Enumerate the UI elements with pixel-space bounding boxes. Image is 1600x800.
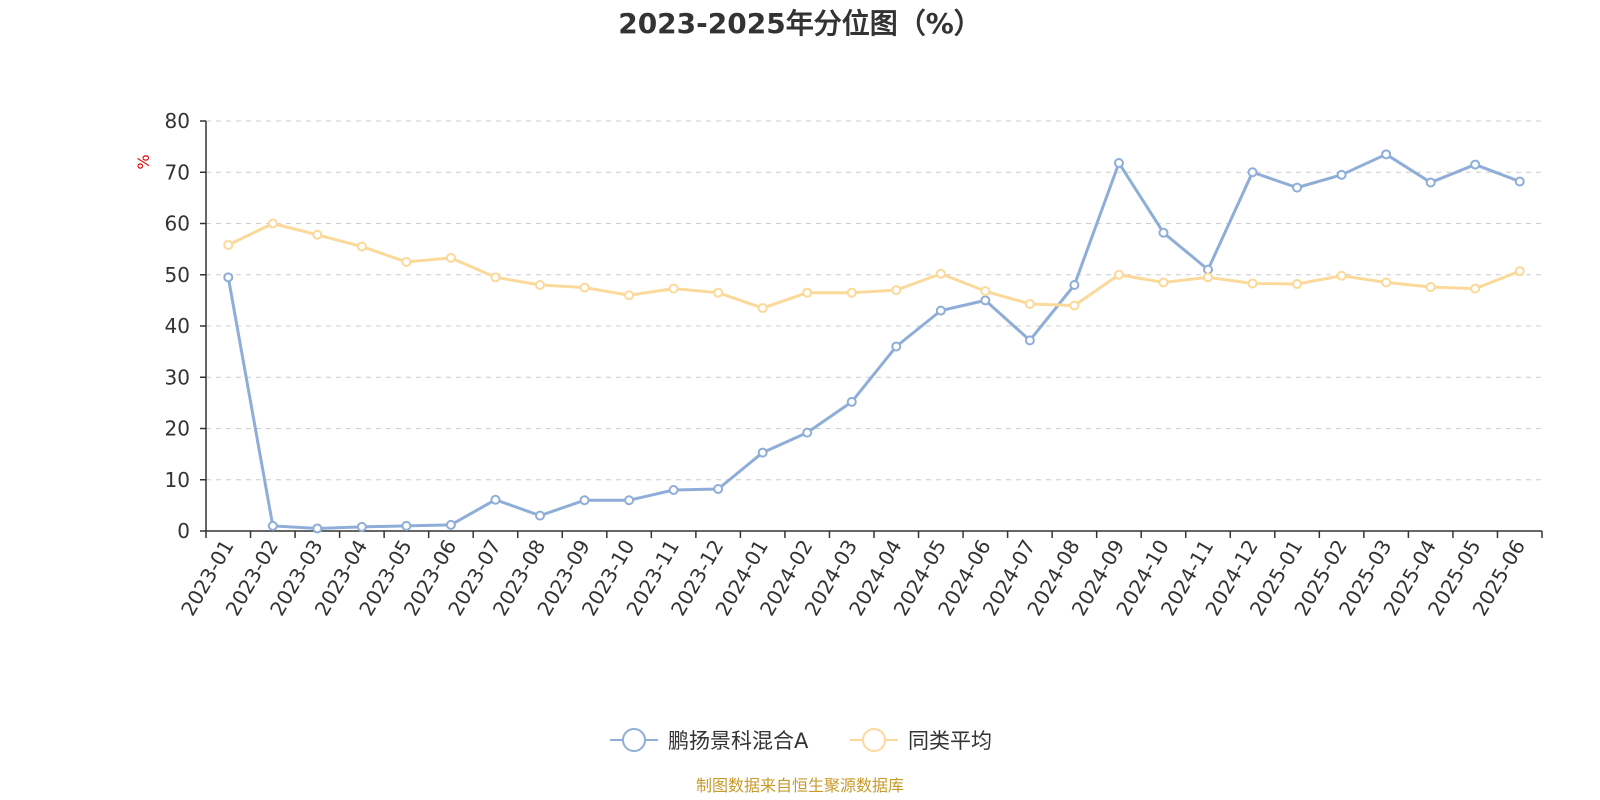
data-point-0-2025-01[interactable] <box>1292 182 1303 193</box>
data-point-1-2024-12[interactable] <box>1247 278 1258 289</box>
data-point-0-2023-07[interactable] <box>490 494 501 505</box>
data-point-0-2024-03[interactable] <box>846 396 857 407</box>
series-line-0 <box>226 152 1521 530</box>
data-point-0-2023-01[interactable] <box>223 272 234 283</box>
data-point-1-2023-09[interactable] <box>579 282 590 293</box>
y-tick-label-50: 50 <box>165 263 190 287</box>
data-point-1-2024-09[interactable] <box>1113 269 1124 280</box>
legend-label-1: 同类平均 <box>908 729 992 753</box>
data-point-1-2023-02[interactable] <box>267 218 278 229</box>
data-point-0-2023-10[interactable] <box>624 495 635 506</box>
legend-marker-0 <box>622 728 646 752</box>
data-point-1-2023-11[interactable] <box>668 283 679 294</box>
data-point-0-2025-04[interactable] <box>1425 177 1436 188</box>
data-point-0-2023-11[interactable] <box>668 485 679 495</box>
data-point-1-2024-10[interactable] <box>1158 277 1169 288</box>
data-point-1-2024-01[interactable] <box>757 303 768 314</box>
series-1 <box>223 218 1525 314</box>
data-point-1-2023-04[interactable] <box>356 241 367 252</box>
data-point-0-2025-06[interactable] <box>1514 176 1525 187</box>
data-point-1-2025-01[interactable] <box>1292 278 1303 289</box>
data-point-1-2023-08[interactable] <box>535 280 545 290</box>
legend: 鹏扬景科混合A 同类平均 <box>610 728 992 753</box>
data-source-footer: 制图数据来自恒生聚源数据库 <box>696 776 904 795</box>
y-tick-label-60: 60 <box>165 212 190 236</box>
series-0 <box>223 149 1525 534</box>
y-tick-label-70: 70 <box>165 160 190 184</box>
data-point-0-2023-02[interactable] <box>267 520 278 531</box>
data-point-1-2024-03[interactable] <box>846 287 857 298</box>
series-lines <box>223 149 1525 534</box>
data-point-1-2024-07[interactable] <box>1024 298 1035 309</box>
y-tick-label-10: 10 <box>165 468 190 492</box>
data-point-1-2024-02[interactable] <box>802 287 813 298</box>
data-point-0-2024-01[interactable] <box>757 447 768 458</box>
data-point-0-2023-06[interactable] <box>445 519 456 530</box>
legend-item-1[interactable]: 同类平均 <box>850 728 992 753</box>
data-point-1-2024-11[interactable] <box>1203 272 1213 283</box>
y-tick-label-80: 80 <box>165 109 190 133</box>
data-point-0-2025-02[interactable] <box>1336 169 1347 180</box>
data-point-0-2024-02[interactable] <box>802 427 813 438</box>
data-point-1-2023-05[interactable] <box>401 256 412 267</box>
legend-label-0: 鹏扬景科混合A <box>668 729 809 753</box>
data-point-0-2024-04[interactable] <box>891 341 902 352</box>
data-point-1-2024-06[interactable] <box>980 286 991 297</box>
series-line-1 <box>227 222 1521 310</box>
data-point-1-2023-06[interactable] <box>445 252 456 263</box>
data-point-1-2023-07[interactable] <box>490 272 501 283</box>
data-point-1-2024-08[interactable] <box>1069 300 1080 311</box>
data-point-1-2025-06[interactable] <box>1514 266 1525 277</box>
data-point-0-2023-09[interactable] <box>579 495 590 506</box>
legend-item-0[interactable]: 鹏扬景科混合A <box>610 728 809 753</box>
data-point-0-2024-06[interactable] <box>980 295 991 306</box>
data-point-1-2025-02[interactable] <box>1336 270 1347 281</box>
data-point-0-2024-08[interactable] <box>1069 280 1080 290</box>
data-point-0-2025-05[interactable] <box>1470 159 1481 170</box>
y-tick-label-20: 20 <box>165 417 190 441</box>
data-point-0-2025-03[interactable] <box>1381 149 1392 160</box>
data-point-0-2023-04[interactable] <box>356 521 367 532</box>
data-point-1-2023-01[interactable] <box>223 240 234 251</box>
data-point-0-2024-12[interactable] <box>1247 167 1258 178</box>
data-point-0-2024-07[interactable] <box>1024 335 1035 346</box>
legend-marker-1 <box>862 728 886 752</box>
data-point-0-2024-09[interactable] <box>1113 158 1124 169</box>
data-point-1-2023-03[interactable] <box>312 229 323 240</box>
data-point-0-2023-08[interactable] <box>535 510 545 521</box>
data-point-1-2025-05[interactable] <box>1470 283 1481 294</box>
y-tick-label-0: 0 <box>177 519 190 543</box>
y-axis-unit-label: % <box>134 154 153 169</box>
data-point-1-2025-03[interactable] <box>1381 277 1392 288</box>
y-tick-label-40: 40 <box>165 314 190 338</box>
y-tick-label-30: 30 <box>165 365 190 389</box>
data-point-1-2023-10[interactable] <box>624 290 635 301</box>
data-point-1-2024-04[interactable] <box>891 285 902 296</box>
data-point-0-2023-12[interactable] <box>713 483 724 494</box>
chart-title: 2023-2025年分位图（%） <box>618 7 982 40</box>
data-point-0-2024-05[interactable] <box>935 305 946 316</box>
data-point-0-2023-05[interactable] <box>401 520 412 531</box>
data-point-1-2023-12[interactable] <box>713 287 724 298</box>
data-point-1-2025-04[interactable] <box>1425 282 1436 293</box>
grid-lines <box>206 120 1542 481</box>
data-point-0-2023-03[interactable] <box>312 523 323 534</box>
data-point-1-2024-05[interactable] <box>935 268 946 279</box>
axes: 010203040506070802023-012023-022023-0320… <box>165 109 1543 620</box>
data-point-0-2024-10[interactable] <box>1158 227 1169 238</box>
